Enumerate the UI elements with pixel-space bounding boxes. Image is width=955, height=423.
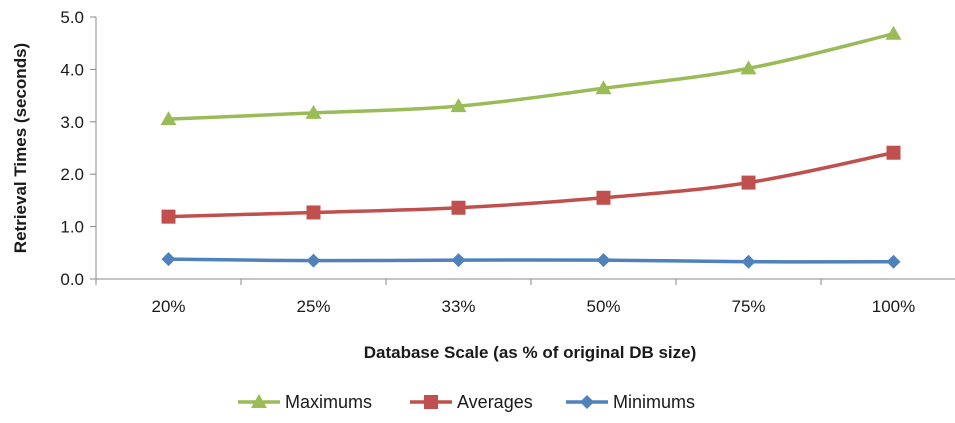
series-line-maximums: [168, 32, 894, 121]
legend-label: Maximums: [285, 392, 372, 412]
data-point-minimums: [886, 254, 901, 269]
legend-item-maximums: Maximums: [238, 392, 372, 412]
y-tick-label: 4.0: [60, 60, 84, 79]
x-tick-label: 100%: [872, 297, 915, 316]
data-point-averages: [161, 209, 176, 224]
x-axis-title: Database Scale (as % of original DB size…: [364, 343, 697, 362]
data-point-maximums: [595, 80, 612, 95]
data-point-maximums: [160, 111, 177, 126]
y-tick-label: 5.0: [60, 8, 84, 27]
y-axis-title: Retrieval Times (seconds): [11, 43, 30, 253]
plot-area: 0.0 1.0 2.0 3.0 4.0 5.0 20% 25% 33% 50% 75% 100%: [60, 8, 955, 316]
x-tick-label: 25%: [296, 297, 330, 316]
data-point-maximums: [740, 60, 757, 75]
data-point-minimums: [741, 254, 756, 269]
series-layer: [160, 25, 902, 269]
y-tick-label: 1.0: [60, 218, 84, 237]
data-point-maximums: [305, 104, 322, 119]
data-point-averages: [741, 175, 756, 190]
data-point-maximums: [885, 25, 902, 40]
x-tick-label: 33%: [441, 297, 475, 316]
data-point-averages: [596, 190, 611, 205]
data-point-averages: [306, 205, 321, 220]
series-minimums: [161, 252, 901, 269]
data-point-averages: [886, 145, 901, 160]
series-line-minimums: [168, 257, 894, 264]
y-tick-label: 0.0: [60, 270, 84, 289]
legend-label: Minimums: [613, 392, 695, 412]
series-line-averages: [168, 151, 894, 219]
data-point-averages: [451, 200, 466, 215]
y-tick-label: 2.0: [60, 165, 84, 184]
legend: Maximums Averages Minimums: [238, 392, 695, 412]
x-tick-label: 20%: [151, 297, 185, 316]
data-point-minimums: [451, 253, 466, 268]
x-tick-label: 75%: [731, 297, 765, 316]
data-point-minimums: [161, 252, 176, 267]
legend-marker-square: [424, 395, 438, 409]
legend-label: Averages: [457, 392, 533, 412]
x-axis-ticks: 20% 25% 33% 50% 75% 100%: [95, 279, 915, 316]
legend-item-averages: Averages: [410, 392, 533, 412]
legend-marker-diamond: [580, 395, 594, 409]
y-axis-ticks: 0.0 1.0 2.0 3.0 4.0 5.0: [60, 8, 96, 289]
data-point-minimums: [596, 253, 611, 268]
x-tick-label: 50%: [586, 297, 620, 316]
legend-marker-triangle: [251, 394, 267, 408]
data-point-maximums: [450, 98, 467, 113]
series-averages: [161, 145, 901, 224]
legend-item-minimums: Minimums: [566, 392, 695, 412]
data-point-minimums: [306, 253, 321, 268]
series-maximums: [160, 25, 902, 126]
y-tick-label: 3.0: [60, 113, 84, 132]
